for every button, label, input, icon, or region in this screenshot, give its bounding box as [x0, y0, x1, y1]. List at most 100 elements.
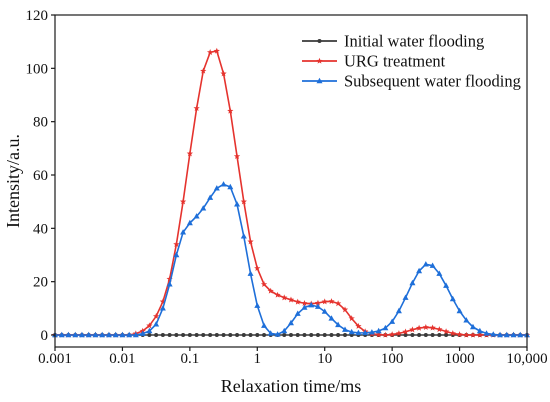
urg-treatment-point — [287, 296, 295, 303]
subsequent-water-flooding-point — [267, 330, 274, 336]
urg-treatment-point — [281, 294, 288, 301]
subsequent-water-flooding-point — [416, 267, 423, 274]
subsequent-water-flooding-point — [247, 270, 254, 276]
initial-water-flooding-point — [235, 333, 240, 337]
subsequent-water-flooding-point — [112, 331, 119, 338]
urg-treatment-point — [173, 241, 180, 247]
initial-water-flooding-point — [214, 333, 219, 337]
subsequent-water-flooding-point — [193, 213, 200, 219]
initial-water-flooding-point — [403, 333, 408, 337]
plot-frame — [54, 14, 528, 348]
legend-star-marker-icon — [316, 57, 323, 64]
urg-treatment-point — [227, 107, 234, 114]
urg-treatment-point — [301, 299, 308, 306]
urg-treatment-point — [294, 298, 301, 305]
subsequent-water-flooding-point — [173, 251, 180, 258]
subsequent-water-flooding-point — [294, 310, 301, 316]
subsequent-water-flooding-point — [517, 331, 524, 338]
legend-label: Subsequent water flooding — [344, 72, 521, 91]
initial-water-flooding-point — [228, 333, 233, 337]
urg-treatment-point — [334, 300, 342, 307]
initial-water-flooding-point — [295, 333, 300, 337]
subsequent-water-flooding-point — [335, 321, 342, 328]
subsequent-water-flooding-point — [85, 331, 92, 338]
subsequent-water-flooding-point — [368, 329, 375, 335]
urg-treatment-point — [409, 326, 416, 333]
subsequent-water-flooding-point — [274, 331, 281, 337]
urg-treatment-point — [328, 298, 335, 305]
subsequent-water-flooding-point — [200, 205, 207, 211]
subsequent-water-flooding-point — [227, 183, 234, 190]
series-subsequent-water-flooding — [52, 181, 530, 338]
x-axis-label: Relaxation time/ms — [221, 376, 361, 396]
subsequent-water-flooding-point — [483, 330, 490, 336]
subsequent-water-flooding-point — [449, 295, 456, 302]
subsequent-water-flooding-point — [139, 330, 146, 336]
urg-treatment-point — [159, 298, 167, 305]
legend-item-initial-water-flooding: Initial water flooding — [302, 32, 484, 51]
subsequent-water-flooding-point — [166, 281, 173, 287]
y-tick-label: 100 — [26, 61, 49, 77]
urg-treatment-point — [267, 287, 274, 294]
subsequent-water-flooding-point — [180, 229, 187, 235]
subsequent-water-flooding-point — [213, 185, 220, 191]
x-tick-label: 0.01 — [109, 351, 135, 367]
urg-treatment-point — [402, 328, 409, 335]
initial-water-flooding-point — [309, 333, 314, 337]
y-axis-label: Intensity/a.u. — [3, 134, 23, 228]
urg-treatment-point — [355, 322, 362, 329]
urg-treatment-point — [456, 331, 463, 338]
urg-treatment-point — [395, 330, 403, 337]
initial-water-flooding-point — [147, 333, 152, 337]
urg-treatment-point — [213, 47, 220, 54]
subsequent-water-flooding-point — [78, 331, 85, 338]
initial-water-flooding-point — [248, 333, 253, 337]
urg-treatment-point — [254, 265, 261, 271]
x-tick-label: 10,000 — [506, 351, 547, 367]
initial-water-flooding-point — [444, 333, 449, 337]
urg-treatment-line — [55, 50, 527, 336]
urg-treatment-point — [463, 331, 470, 338]
urg-treatment-point — [476, 331, 484, 338]
subsequent-water-flooding-point — [92, 331, 99, 338]
initial-water-flooding-point — [430, 333, 435, 337]
y-tick-label: 0 — [41, 328, 49, 344]
subsequent-water-flooding-point — [328, 315, 335, 321]
subsequent-water-flooding-point — [58, 331, 65, 338]
urg-treatment-point — [207, 49, 214, 55]
urg-treatment-point — [436, 326, 443, 333]
subsequent-water-flooding-point — [65, 331, 72, 338]
subsequent-water-flooding-point — [342, 326, 349, 332]
legend-label: Initial water flooding — [344, 32, 484, 51]
subsequent-water-flooding-point — [186, 219, 193, 226]
initial-water-flooding-point — [302, 333, 307, 337]
initial-water-flooding-point — [167, 333, 172, 337]
subsequent-water-flooding-point — [389, 318, 396, 324]
y-tick-label: 60 — [33, 168, 48, 184]
subsequent-water-flooding-point — [510, 331, 517, 338]
subsequent-water-flooding-point — [132, 331, 139, 338]
urg-treatment-point — [375, 331, 382, 338]
urg-treatment-point — [389, 331, 396, 338]
urg-treatment-point — [233, 153, 241, 159]
y-tick-label: 20 — [33, 275, 48, 291]
subsequent-water-flooding-point — [126, 331, 133, 338]
urg-treatment-point — [422, 323, 429, 330]
urg-treatment-point — [449, 330, 456, 337]
subsequent-water-flooding-point — [240, 233, 247, 239]
y-tick-label: 120 — [26, 8, 49, 24]
initial-water-flooding-point — [194, 333, 199, 337]
subsequent-water-flooding-point — [402, 294, 409, 300]
legend-triangle-marker-icon — [316, 77, 323, 84]
subsequent-water-flooding-point — [159, 305, 166, 311]
legend-label: URG treatment — [344, 52, 446, 71]
initial-water-flooding-point — [315, 333, 320, 337]
legend-circle-marker-icon — [317, 39, 322, 43]
subsequent-water-flooding-point — [429, 262, 436, 268]
initial-water-flooding-point — [208, 333, 213, 337]
subsequent-water-flooding-point — [395, 307, 402, 314]
subsequent-water-flooding-point — [463, 317, 470, 323]
urg-treatment-point — [186, 150, 193, 157]
urg-treatment-point — [152, 313, 160, 319]
